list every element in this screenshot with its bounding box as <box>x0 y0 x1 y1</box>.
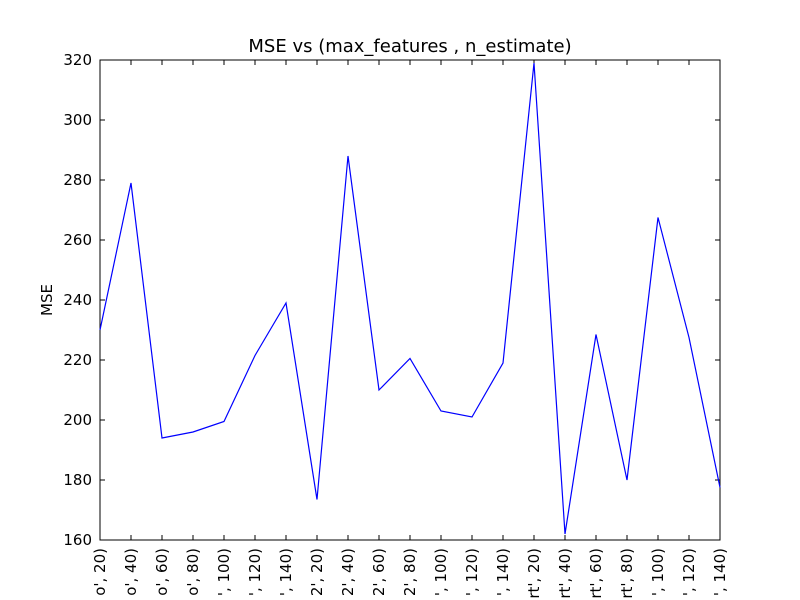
x-tick-label: 2', 60) <box>370 548 388 596</box>
x-tick-label: rt', 40) <box>556 548 574 599</box>
x-tick-label: 2', 20) <box>308 548 326 596</box>
x-tick-label: 2', 80) <box>401 548 419 596</box>
x-tick-label: ', 140) <box>494 548 512 596</box>
x-tick-label: rt', 60) <box>587 548 605 599</box>
x-tick-label: o', 80) <box>184 548 202 596</box>
x-axis: o', 20) o', 40) o', 60) o', 80) ', 100) ', 12… <box>91 60 729 599</box>
x-tick-label: ', 100) <box>432 548 450 596</box>
plot-area <box>99 59 721 541</box>
series-line <box>99 62 721 535</box>
x-tick-label: ', 140) <box>277 548 295 596</box>
y-tick-label: 300 <box>63 111 92 129</box>
x-tick-label: rt', 80) <box>618 548 636 599</box>
x-tick-label: ', 120) <box>680 548 698 596</box>
x-tick-label: ', 140) <box>711 548 729 596</box>
x-tick-label: rt', 20) <box>525 548 543 599</box>
x-tick-label: o', 20) <box>91 548 109 596</box>
y-tick-label: 240 <box>63 291 92 309</box>
y-tick-label: 220 <box>63 351 92 369</box>
y-axis-label: MSE <box>38 284 56 316</box>
y-tick-label: 160 <box>63 531 92 549</box>
x-tick-label: ', 100) <box>215 548 233 596</box>
x-tick-label: o', 40) <box>122 548 140 596</box>
x-tick-label: 2', 40) <box>339 548 357 596</box>
y-tick-label: 180 <box>63 471 92 489</box>
x-tick-label: ', 120) <box>246 548 264 596</box>
y-axis: 160 180 200 220 240 260 280 300 320 <box>63 51 720 549</box>
x-tick-label: ', 100) <box>649 548 667 596</box>
chart-title: MSE vs (max_features , n_estimate) <box>248 36 571 57</box>
y-tick-label: 280 <box>63 171 92 189</box>
y-tick-label: 320 <box>63 51 92 69</box>
x-tick-label: o', 60) <box>153 548 171 596</box>
y-tick-label: 260 <box>63 231 92 249</box>
x-tick-label: ', 120) <box>463 548 481 596</box>
y-tick-label: 200 <box>63 411 92 429</box>
